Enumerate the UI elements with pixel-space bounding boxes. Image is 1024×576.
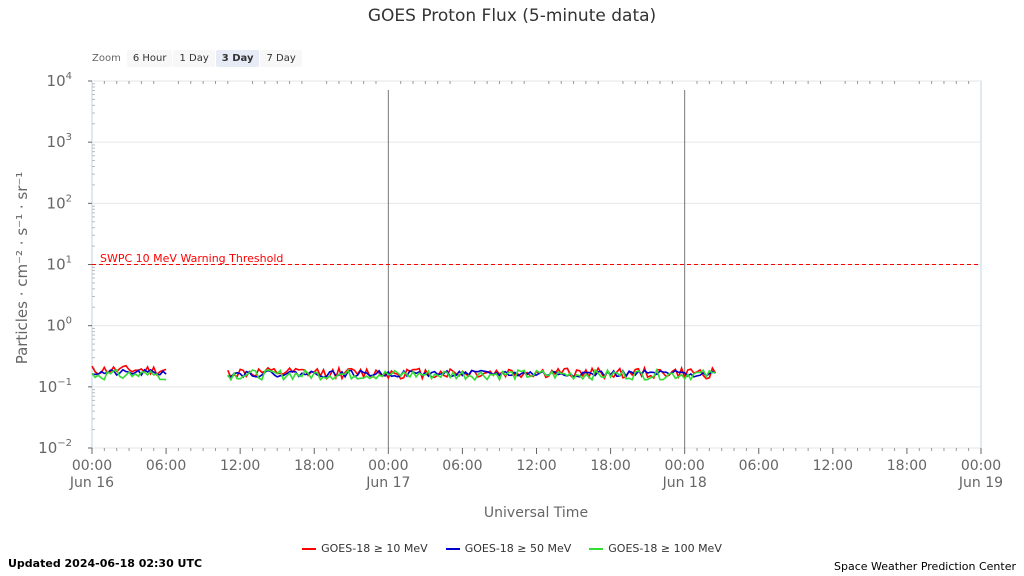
x-tick-label: 12:00	[220, 458, 260, 474]
y-tick-label: 103	[47, 132, 72, 151]
x-tick-label: 00:00	[72, 458, 112, 474]
y-tick-exponent: 3	[66, 132, 72, 143]
x-tick-label: 12:00	[516, 458, 556, 474]
legend-swatch-green	[589, 547, 604, 550]
ticks	[88, 80, 982, 454]
y-tick-exponent: 2	[66, 193, 72, 204]
legend-item-100mev[interactable]: GOES-18 ≥ 100 MeV	[589, 542, 722, 555]
y-tick-exponent: 0	[66, 316, 72, 327]
legend: GOES-18 ≥ 10 MeV GOES-18 ≥ 50 MeV GOES-1…	[0, 542, 1024, 555]
y-tick-label: 101	[47, 255, 72, 274]
x-tick-label: 06:00	[146, 458, 186, 474]
x-tick-date-label: Jun 19	[958, 475, 1003, 491]
legend-swatch-red	[302, 547, 317, 550]
y-tick-label: 102	[47, 193, 72, 212]
legend-item-50mev[interactable]: GOES-18 ≥ 50 MeV	[445, 542, 572, 555]
series-lines	[91, 364, 717, 382]
legend-item-10mev[interactable]: GOES-18 ≥ 10 MeV	[302, 542, 428, 555]
y-tick-label: 104	[47, 71, 72, 90]
zoom-1-day-button[interactable]: 1 Day	[173, 50, 215, 67]
y-tick-exponent: −2	[57, 438, 72, 449]
legend-swatch-blue	[445, 547, 460, 550]
zoom-6-hour-button[interactable]: 6 Hour	[126, 50, 173, 67]
legend-label: GOES-18 ≥ 50 MeV	[464, 542, 572, 555]
y-tick-exponent: 1	[66, 255, 72, 266]
chart-title: GOES Proton Flux (5-minute data)	[367, 6, 657, 26]
x-tick-label: 00:00	[664, 458, 704, 474]
credit-link[interactable]: Space Weather Prediction Center	[834, 560, 1016, 573]
x-tick-label: 12:00	[813, 458, 853, 474]
zoom-bar: Zoom 6 Hour 1 Day 3 Day 7 Day	[92, 50, 303, 67]
zoom-label: Zoom	[92, 53, 121, 64]
threshold-label: SWPC 10 MeV Warning Threshold	[100, 252, 283, 265]
y-tick-exponent: −1	[57, 377, 72, 388]
zoom-7-day-button[interactable]: 7 Day	[260, 50, 302, 67]
x-tick-label: 18:00	[590, 458, 630, 474]
x-tick-label: 18:00	[887, 458, 927, 474]
legend-label: GOES-18 ≥ 10 MeV	[321, 542, 428, 555]
legend-label: GOES-18 ≥ 100 MeV	[608, 542, 722, 555]
x-tick-label: 06:00	[442, 458, 482, 474]
y-tick-label: 10−2	[38, 438, 72, 457]
x-tick-date-label: Jun 18	[662, 475, 707, 491]
y-tick-label: 10−1	[38, 377, 72, 396]
x-tick-label: 18:00	[294, 458, 334, 474]
x-tick-date-label: Jun 16	[69, 475, 114, 491]
zoom-3-day-button[interactable]: 3 Day	[215, 50, 260, 67]
x-tick-date-label: Jun 17	[365, 475, 410, 491]
updated-timestamp: Updated 2024-06-18 02:30 UTC	[8, 557, 203, 570]
series-line-goes-18-10-mev	[91, 364, 167, 377]
x-tick-label: 06:00	[739, 458, 779, 474]
y-tick-exponent: 4	[66, 71, 72, 82]
x-axis-title: Universal Time	[484, 505, 588, 521]
series-line-goes-18-100-mev	[227, 367, 716, 382]
x-tick-label: 00:00	[368, 458, 408, 474]
y-tick-label: 100	[47, 316, 72, 335]
y-axis-title: Particles · cm⁻² · s⁻¹ · sr⁻¹	[13, 172, 31, 365]
series-line-goes-18-100-mev	[91, 369, 167, 381]
x-tick-label: 00:00	[961, 458, 1001, 474]
